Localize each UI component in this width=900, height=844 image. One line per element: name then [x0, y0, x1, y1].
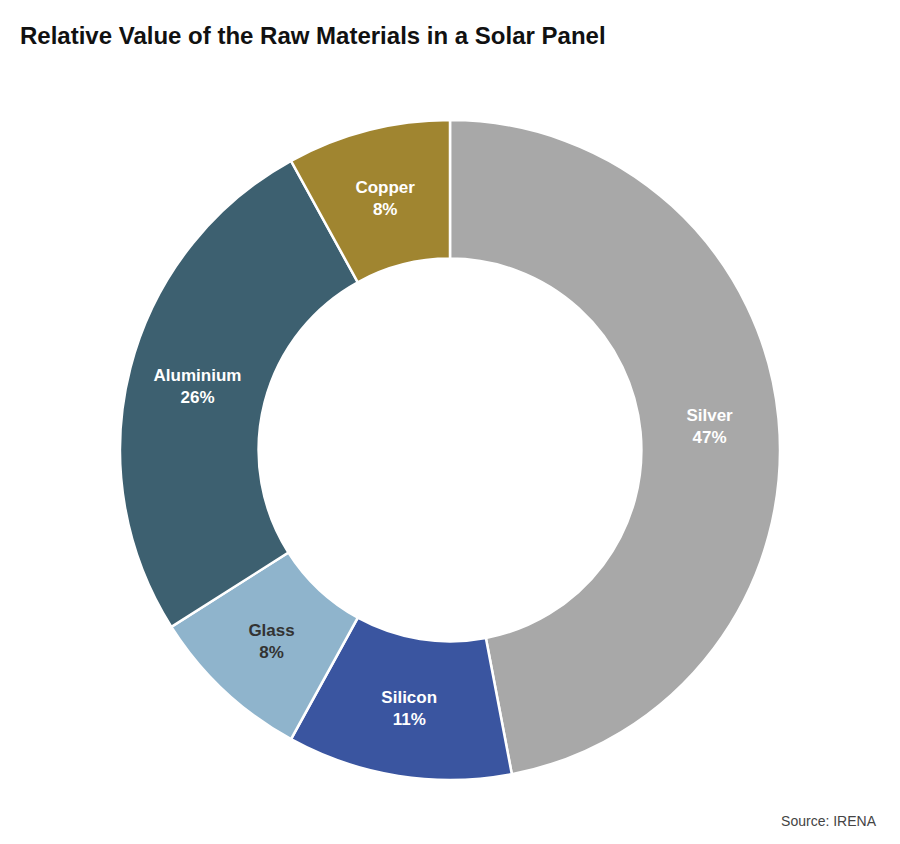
value-label: 47%	[693, 428, 727, 447]
category-label: Silicon	[381, 688, 437, 707]
title: Relative Value of the Raw Materials in a…	[20, 22, 606, 49]
slice	[450, 120, 780, 774]
value-label: 26%	[180, 388, 214, 407]
slice-label: Aluminium 26%	[154, 366, 242, 407]
category-label: Aluminium	[154, 366, 242, 385]
category-label: Glass	[248, 621, 294, 640]
labels: Silver 47% Silicon 11% Glass 8% Aluminium 26% Co…	[154, 178, 734, 729]
donut	[120, 120, 780, 780]
slice-label: Silicon 11%	[381, 688, 437, 729]
category-label: Copper	[355, 178, 415, 197]
source-note: Source: IRENA	[781, 813, 877, 829]
category-label: Silver	[686, 406, 733, 425]
value-label: 8%	[373, 200, 398, 219]
chart-svg: Relative Value of the Raw Materials in a…	[0, 0, 900, 844]
slice-label: Copper 8%	[355, 178, 415, 219]
value-label: 8%	[259, 643, 284, 662]
slice	[291, 120, 450, 282]
slice	[120, 161, 358, 627]
slice-label: Glass 8%	[248, 621, 294, 662]
value-label: 11%	[393, 710, 426, 729]
slice-label: Silver 47%	[686, 406, 733, 447]
